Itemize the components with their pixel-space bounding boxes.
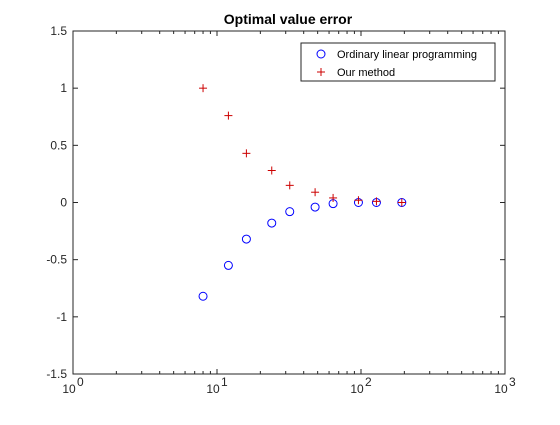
data-point-series1 [198,291,208,301]
y-tick-label: 1.5 [50,24,67,38]
x-tick-exponent: 1 [221,375,228,389]
data-point-series2 [242,149,251,158]
legend-label: Ordinary linear programming [337,49,477,61]
y-tick-label: -1 [56,310,67,324]
legend: Ordinary linear programming Our method [300,42,496,82]
x-tick-label: 10 [350,382,364,396]
data-point-series2 [224,111,233,120]
y-tick-label: -1.5 [46,367,67,381]
data-point-series1 [285,207,295,217]
data-point-series2 [354,196,363,205]
data-point-series2 [199,84,208,93]
y-tick-label: 1 [60,81,67,95]
data-point-series1 [241,234,251,244]
y-tick-label: 0.5 [50,138,67,152]
x-tick-exponent: 2 [365,375,372,389]
data-point-series2 [285,181,294,190]
x-tick-label: 10 [62,382,76,396]
y-axis-ticks: -1.5 -1 -0.5 0 0.5 1 1.5 [46,24,505,381]
data-point-series1 [223,260,233,270]
data-point-series2 [329,193,338,202]
data-point-series2 [372,197,381,206]
data-markers [198,84,407,301]
legend-label: Our method [337,67,395,79]
data-point-series2 [311,188,320,197]
data-point-series1 [310,202,320,212]
chart-title: Optimal value error [224,11,353,27]
x-tick-exponent: 0 [77,375,84,389]
data-point-series2 [267,166,276,175]
x-tick-label: 10 [494,382,508,396]
x-tick-label: 10 [206,382,220,396]
data-point-series1 [267,218,277,228]
x-axis-ticks: 10 0 10 1 10 2 10 3 [62,31,516,396]
legend-box [300,42,496,82]
legend-marker-plus [317,68,325,76]
x-tick-exponent: 3 [509,375,516,389]
legend-marker-circle [316,49,326,59]
y-tick-label: -0.5 [46,253,67,267]
data-point-series2 [397,198,406,207]
axes: 10 0 10 1 10 2 10 3 -1.5-1-0.500.511.5 [46,24,516,396]
y-tick-label: 0 [60,196,67,210]
